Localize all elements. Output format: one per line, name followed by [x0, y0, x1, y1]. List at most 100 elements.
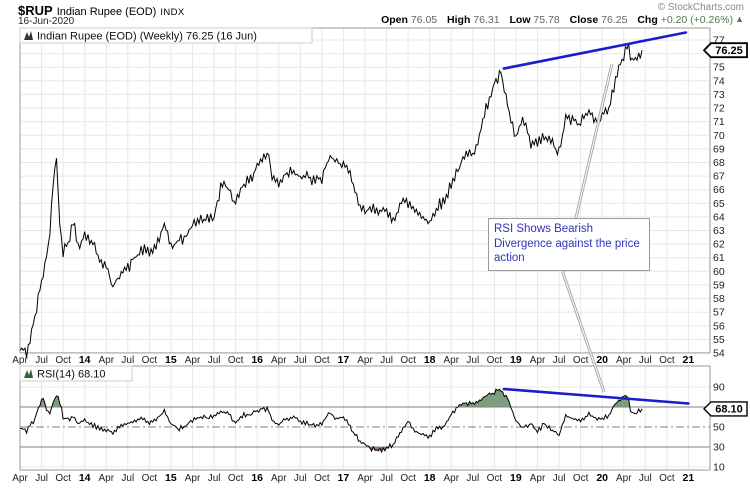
svg-text:56: 56: [713, 320, 725, 332]
svg-text:20: 20: [596, 472, 608, 484]
price-last-value-tag: 76.25: [702, 42, 748, 59]
svg-text:90: 90: [713, 382, 725, 394]
svg-text:74: 74: [713, 75, 725, 87]
svg-text:57: 57: [713, 307, 725, 319]
rsi-last-value-tag: 68.10: [703, 401, 748, 417]
svg-text:Apr: Apr: [99, 473, 115, 484]
symbol-ticker: $RUP: [18, 3, 53, 18]
svg-text:Apr: Apr: [530, 355, 546, 366]
svg-text:61: 61: [713, 252, 725, 264]
svg-text:Apr: Apr: [185, 355, 201, 366]
rsi-level-lines: [20, 406, 710, 448]
svg-text:Jul: Jul: [208, 473, 221, 484]
annotation-callout: RSI Shows Bearish Divergence against the…: [488, 218, 650, 272]
svg-text:Jul: Jul: [553, 473, 566, 484]
copyright-text: © StockCharts.com: [657, 2, 744, 13]
price-trendline: [502, 31, 688, 70]
svg-text:55: 55: [713, 334, 725, 346]
y-axis-labels: 7775747372717069686766656463626160595857…: [713, 35, 725, 474]
svg-text:16: 16: [251, 354, 263, 366]
rsi-trendline: [502, 387, 690, 405]
svg-text:Apr: Apr: [616, 473, 632, 484]
svg-text:62: 62: [713, 239, 725, 251]
svg-text:Jul: Jul: [208, 355, 221, 366]
svg-text:Oct: Oct: [659, 355, 675, 366]
svg-text:Oct: Oct: [573, 355, 589, 366]
svg-text:Jul: Jul: [294, 355, 307, 366]
svg-text:Jul: Jul: [639, 355, 652, 366]
high-label: High: [447, 14, 471, 26]
svg-text:Oct: Oct: [142, 473, 158, 484]
price-legend-icon: [24, 31, 33, 40]
svg-text:Apr: Apr: [12, 355, 28, 366]
svg-text:70: 70: [713, 130, 725, 142]
svg-text:59: 59: [713, 279, 725, 291]
svg-text:17: 17: [338, 354, 350, 366]
svg-text:Jul: Jul: [35, 355, 48, 366]
svg-text:Jul: Jul: [294, 473, 307, 484]
rsi-bands: [20, 389, 642, 452]
svg-text:Apr: Apr: [99, 355, 115, 366]
chg-up-arrow-icon: ▲: [735, 14, 744, 24]
low-label: Low: [509, 14, 531, 26]
svg-text:Oct: Oct: [400, 355, 416, 366]
svg-text:60: 60: [713, 266, 725, 278]
svg-text:Apr: Apr: [357, 473, 373, 484]
svg-text:Apr: Apr: [271, 355, 287, 366]
svg-text:73: 73: [713, 89, 725, 101]
svg-text:Jul: Jul: [35, 473, 48, 484]
svg-text:50: 50: [713, 422, 725, 434]
svg-text:Apr: Apr: [444, 473, 460, 484]
close-value: 76.25: [601, 14, 628, 26]
quote-date: 16-Jun-2020: [18, 16, 75, 27]
svg-text:Oct: Oct: [573, 473, 589, 484]
rsi-legend: RSI(14) 68.10: [19, 365, 133, 382]
svg-text:72: 72: [713, 103, 725, 115]
svg-text:19: 19: [510, 472, 522, 484]
svg-text:21: 21: [683, 354, 695, 366]
svg-text:77: 77: [713, 35, 725, 47]
callout-pointer-line-core: [562, 63, 613, 393]
svg-text:20: 20: [596, 354, 608, 366]
svg-text:18: 18: [424, 472, 436, 484]
svg-text:Jul: Jul: [466, 473, 479, 484]
price-series-line: [19, 43, 643, 358]
svg-text:Apr: Apr: [12, 473, 28, 484]
high-value: 76.31: [473, 14, 500, 26]
svg-text:19: 19: [510, 354, 522, 366]
svg-text:Jul: Jul: [121, 473, 134, 484]
svg-text:17: 17: [338, 472, 350, 484]
header: $RUP Indian Rupee (EOD) INDX: [18, 2, 185, 20]
quote-row: Open 76.05 High 76.31 Low 75.78 Close 76…: [374, 14, 744, 26]
svg-text:14: 14: [79, 472, 91, 484]
svg-text:Oct: Oct: [228, 355, 244, 366]
svg-text:Apr: Apr: [185, 473, 201, 484]
svg-text:76.25: 76.25: [715, 45, 743, 57]
svg-text:15: 15: [165, 472, 177, 484]
svg-text:14: 14: [79, 354, 91, 366]
svg-text:Oct: Oct: [314, 355, 330, 366]
svg-text:21: 21: [683, 472, 695, 484]
svg-text:Oct: Oct: [659, 473, 675, 484]
svg-text:66: 66: [713, 184, 725, 196]
svg-text:Jul: Jul: [380, 473, 393, 484]
open-label: Open: [381, 14, 408, 26]
svg-text:Oct: Oct: [400, 473, 416, 484]
svg-text:75: 75: [713, 62, 725, 74]
svg-text:Oct: Oct: [487, 473, 503, 484]
svg-text:Jul: Jul: [380, 355, 393, 366]
svg-text:30: 30: [713, 442, 725, 454]
chg-label: Chg: [637, 14, 658, 26]
svg-text:10: 10: [713, 462, 725, 474]
svg-text:Jul: Jul: [553, 355, 566, 366]
open-value: 76.05: [410, 14, 438, 26]
svg-text:Jul: Jul: [466, 355, 479, 366]
rsi-series-line: [19, 388, 643, 454]
svg-text:Jul: Jul: [639, 473, 652, 484]
svg-text:Oct: Oct: [228, 473, 244, 484]
svg-text:Oct: Oct: [314, 473, 330, 484]
symbol-name: Indian Rupee (EOD): [56, 6, 157, 18]
svg-text:64: 64: [713, 211, 725, 223]
